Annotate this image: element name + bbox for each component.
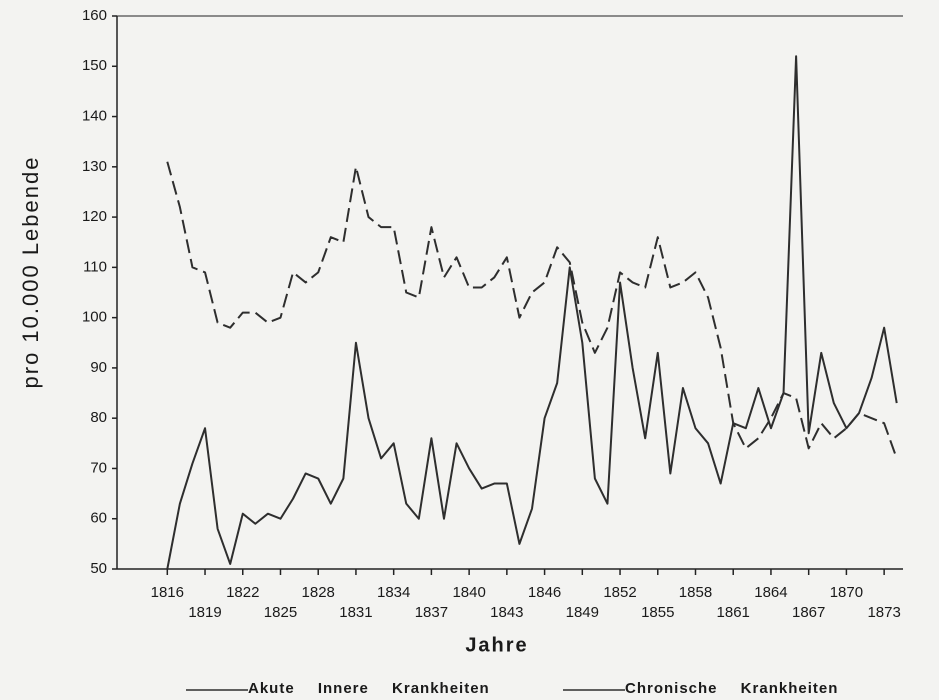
x-tick-label: 1816 <box>151 584 184 601</box>
y-axis-label: pro 10.000 Lebende <box>18 156 43 389</box>
series-line <box>166 55 898 570</box>
y-tick-label: 80 <box>90 409 107 426</box>
x-tick-label: 1846 <box>528 584 561 601</box>
y-tick-label: 70 <box>90 459 107 476</box>
legend-label: Chronische Krankheiten <box>625 680 838 697</box>
x-tick-label: 1834 <box>377 584 410 601</box>
x-tick-label: 1864 <box>754 584 787 601</box>
y-tick-label: 90 <box>90 359 107 376</box>
y-tick-label: 60 <box>90 510 107 527</box>
y-tick-label: 50 <box>90 560 107 577</box>
y-tick-label: 120 <box>82 208 107 225</box>
x-tick-label: 1849 <box>566 604 599 621</box>
y-tick-label: 160 <box>82 7 107 24</box>
x-tick-label: 1825 <box>264 604 297 621</box>
y-tick-label: 140 <box>82 108 107 125</box>
x-tick-label: 1819 <box>188 604 221 621</box>
x-tick-label: 1858 <box>679 584 712 601</box>
x-tick-label: 1831 <box>339 604 372 621</box>
x-tick-label: 1852 <box>603 584 636 601</box>
y-tick-label: 130 <box>82 158 107 175</box>
x-tick-label: 1822 <box>226 584 259 601</box>
y-tick-label: 100 <box>82 309 107 326</box>
x-tick-label: 1867 <box>792 604 825 621</box>
x-tick-label: 1828 <box>302 584 335 601</box>
x-tick-label: 1861 <box>717 604 750 621</box>
x-tick-label: 1840 <box>452 584 485 601</box>
x-tick-label: 1843 <box>490 604 523 621</box>
x-tick-label: 1870 <box>830 584 863 601</box>
x-tick-label: 1855 <box>641 604 674 621</box>
series-line <box>166 161 898 459</box>
legend-label: Akute Innere Krankheiten <box>248 680 490 697</box>
y-tick-label: 150 <box>82 57 107 74</box>
x-tick-label: 1837 <box>415 604 448 621</box>
x-tick-label: 1873 <box>867 604 900 621</box>
x-axis-label: Jahre <box>465 634 528 656</box>
y-tick-label: 110 <box>83 258 107 275</box>
